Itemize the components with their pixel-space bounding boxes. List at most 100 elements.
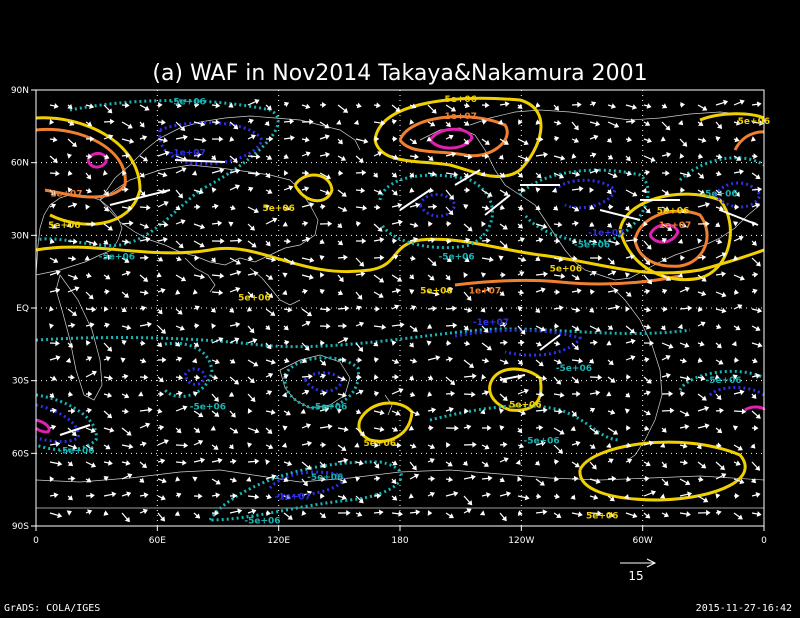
flux-vector-head — [646, 279, 653, 285]
flux-vector-head — [254, 458, 260, 465]
flux-vector-head — [625, 392, 631, 398]
flux-vector-head — [714, 374, 720, 380]
flux-vector-head — [519, 237, 525, 243]
flux-vector-head — [288, 185, 294, 191]
flux-vector-head — [284, 339, 290, 346]
contour-line — [34, 418, 51, 434]
flux-vector-head — [341, 191, 347, 197]
flux-vector-head — [589, 187, 594, 193]
flux-vector-head — [177, 309, 183, 315]
flux-vector-head — [396, 442, 402, 449]
flux-vector-head — [192, 476, 198, 482]
flux-vector-head — [484, 444, 490, 450]
flux-vector-head — [592, 238, 598, 245]
flux-vector-head — [107, 392, 113, 398]
flux-vector-head — [590, 289, 595, 295]
flux-vector-head — [183, 442, 189, 449]
flux-vector — [719, 209, 759, 226]
flux-vector-head — [517, 359, 523, 365]
flux-vector-head — [484, 153, 490, 160]
flux-vector-head — [103, 239, 109, 245]
contour-line — [713, 181, 762, 209]
flux-vector-head — [719, 407, 724, 414]
flux-vector-head — [554, 476, 559, 482]
flux-vector-head — [108, 374, 114, 381]
flux-vector — [399, 189, 431, 211]
flux-vector-head — [106, 346, 113, 352]
flux-vector-head — [162, 356, 167, 363]
contour-label: 5e+06 — [586, 512, 618, 522]
flux-vector-head — [721, 252, 727, 258]
flux-vector-head — [539, 480, 545, 486]
flux-vector-head — [680, 187, 685, 193]
flux-vector-head — [50, 203, 57, 209]
flux-vector-head — [49, 238, 55, 244]
flux-vector-head — [632, 191, 638, 197]
contour-label: -5e+06 — [311, 403, 347, 413]
flux-vector-head — [479, 510, 486, 516]
flux-vector-head — [91, 306, 97, 313]
flux-vector-head — [624, 272, 631, 278]
flux-vector-head — [646, 306, 652, 313]
flux-vector-head — [255, 153, 261, 160]
flux-vector-head — [163, 221, 169, 228]
flux-vector-head — [503, 190, 509, 196]
flux-vector-head — [324, 406, 330, 413]
footer-timestamp: 2015-11-27-16:42 — [695, 603, 792, 614]
flux-vector-head — [356, 220, 361, 227]
flux-vector-head — [665, 372, 671, 379]
flux-vector-head — [446, 340, 452, 346]
flux-vector-head — [283, 373, 289, 380]
flux-vector-head — [735, 460, 741, 466]
flux-vector-head — [287, 306, 293, 313]
flux-vector-head — [434, 290, 440, 297]
flux-vector-head — [375, 306, 380, 312]
flux-vector-head — [699, 189, 705, 195]
flux-vector-head — [127, 123, 133, 129]
flux-vector-head — [664, 190, 670, 195]
flux-vector-head — [750, 136, 756, 142]
flux-vector-head — [235, 259, 241, 265]
flux-vector-head — [540, 326, 546, 332]
flux-vector-head — [429, 121, 436, 127]
flux-vector-head — [663, 512, 669, 518]
flux-vector-head — [228, 307, 235, 313]
flux-vector-head — [734, 493, 740, 499]
flux-vector-head — [497, 119, 504, 125]
flux-vector-head — [715, 136, 721, 142]
flux-vector-head — [194, 305, 200, 311]
flux-vector-head — [210, 154, 217, 161]
flux-vector-head — [487, 191, 493, 197]
flux-vector-head — [484, 357, 490, 364]
contour-label: 1e+07 — [659, 221, 691, 231]
flux-vector-head — [176, 428, 182, 434]
flux-vector-head — [427, 391, 433, 397]
flux-vector-head — [255, 170, 261, 177]
flux-vector-head — [70, 322, 76, 329]
contour-line — [633, 209, 709, 268]
flux-vector — [499, 374, 526, 381]
flux-vector-head — [124, 516, 130, 523]
flux-vector-head — [577, 511, 583, 518]
flux-vector-head — [408, 375, 415, 381]
flux-vector-head — [645, 259, 651, 266]
flux-vector-head — [360, 271, 366, 277]
flux-vector-head — [358, 389, 364, 395]
flux-vector-head — [665, 170, 670, 177]
flux-vector-head — [704, 405, 710, 412]
flux-vector-head — [92, 240, 98, 247]
flux-vector-head — [72, 202, 78, 208]
flux-vector-head — [750, 478, 757, 484]
flux-vector-head — [103, 190, 109, 197]
flux-vector-head — [677, 238, 684, 244]
flux-vector-head — [454, 425, 459, 432]
flux-vector-head — [717, 153, 723, 160]
contour-label: -1e+07 — [170, 148, 206, 158]
flux-vector-head — [325, 189, 331, 196]
flux-vector-head — [175, 289, 181, 295]
flux-vector-head — [595, 326, 601, 333]
flux-vector-head — [472, 441, 477, 448]
flux-vector-head — [757, 307, 763, 314]
flux-vector-head — [343, 426, 349, 433]
